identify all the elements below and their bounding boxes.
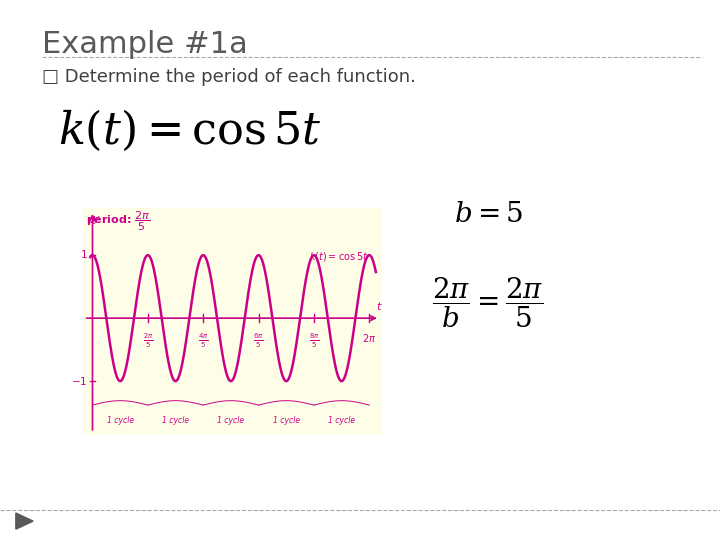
Text: $\dfrac{2\pi}{b} = \dfrac{2\pi}{5}$: $\dfrac{2\pi}{b} = \dfrac{2\pi}{5}$: [432, 275, 544, 330]
Text: 1 cycle: 1 cycle: [328, 416, 355, 425]
Text: t: t: [377, 302, 381, 312]
Text: 1: 1: [81, 250, 87, 260]
Text: y: y: [92, 214, 99, 224]
Text: 1 cycle: 1 cycle: [107, 416, 134, 425]
Text: 1 cycle: 1 cycle: [273, 416, 300, 425]
Text: 1 cycle: 1 cycle: [162, 416, 189, 425]
Text: $2\pi$: $2\pi$: [362, 332, 377, 344]
Text: 1 cycle: 1 cycle: [217, 416, 245, 425]
Text: $\frac{6\pi}{5}$: $\frac{6\pi}{5}$: [253, 332, 264, 350]
Polygon shape: [16, 513, 33, 529]
Text: $\frac{2\pi}{5}$: $\frac{2\pi}{5}$: [143, 332, 153, 350]
Text: $\frac{4\pi}{5}$: $\frac{4\pi}{5}$: [198, 332, 209, 350]
Text: $-1$: $-1$: [71, 375, 87, 387]
Text: $k(t) = \cos 5t$: $k(t) = \cos 5t$: [58, 108, 321, 153]
Text: $b = 5$: $b = 5$: [454, 200, 523, 228]
Text: $\frac{8\pi}{5}$: $\frac{8\pi}{5}$: [309, 332, 319, 350]
Text: Example #1a: Example #1a: [42, 30, 248, 59]
Text: $k(t) = \cos 5t$: $k(t) = \cos 5t$: [310, 249, 369, 262]
Text: period: $\dfrac{2\pi}{5}$: period: $\dfrac{2\pi}{5}$: [86, 210, 150, 233]
Text: □ Determine the period of each function.: □ Determine the period of each function.: [42, 68, 415, 85]
